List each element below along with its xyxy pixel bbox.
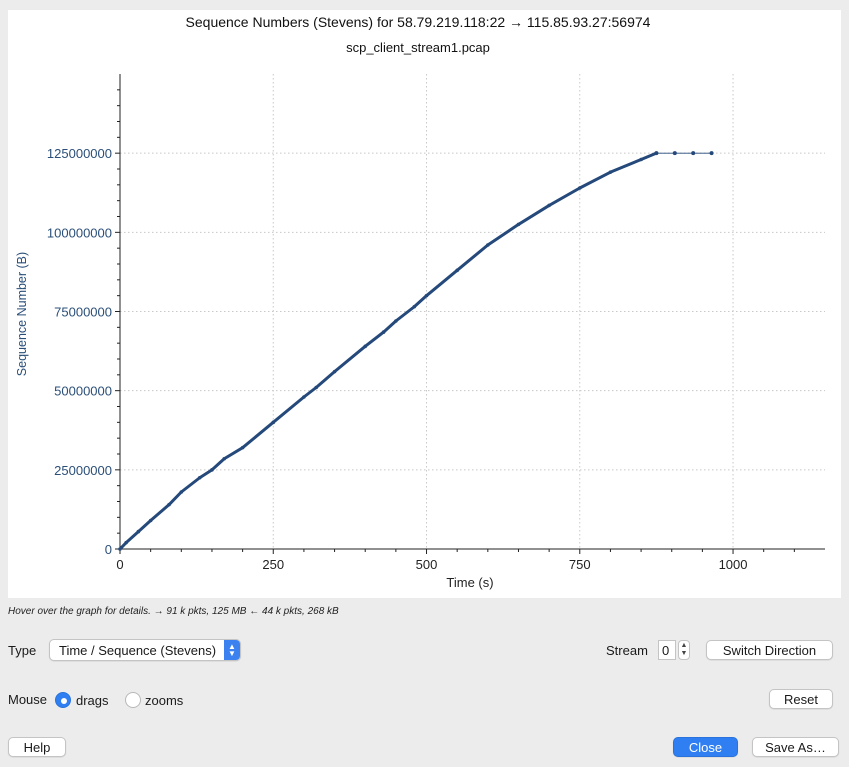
tail-point [691,151,696,156]
data-point [577,186,582,190]
data-point [240,445,245,450]
help-button[interactable]: Help [8,737,66,757]
x-tick-label: 500 [416,557,438,572]
data-point [332,369,337,374]
x-tick-label: 250 [262,557,284,572]
data-point [222,456,227,461]
drags-radio[interactable] [55,692,71,708]
save-as-button[interactable]: Save As… [752,737,839,757]
data-point [394,319,398,323]
data-point [639,157,643,162]
type-select[interactable]: Time / Sequence (Stevens) ▲ ▼ [49,639,241,661]
series-layer [118,151,714,551]
data-point [136,529,141,534]
data-point [363,344,368,349]
data-point [608,170,613,174]
grid [120,74,825,549]
tail-point [672,151,677,156]
data-point [118,547,122,551]
x-tick-label: 750 [569,557,591,572]
data-point [424,293,429,298]
y-axis-label: Sequence Number (B) [15,252,29,376]
reset-button[interactable]: Reset [769,689,833,709]
stream-label: Stream [606,643,648,658]
axes: 0 250 500 750 1000 0 25000000 50000000 75000000 1… [47,74,825,572]
zooms-radio[interactable] [125,692,141,708]
sequence-trace [118,151,657,551]
zooms-label[interactable]: zooms [145,693,184,708]
type-label: Type [8,643,37,658]
drags-label[interactable]: drags [76,693,109,708]
stream-stepper[interactable]: ▲ ▼ [678,640,690,660]
y-tick-label: 75000000 [54,305,112,320]
data-point [167,502,171,507]
data-point [455,268,459,273]
y-tick-label: 125000000 [47,146,112,161]
data-point [516,222,521,227]
data-point [197,475,202,480]
data-point [271,420,276,425]
stepper-down-icon[interactable]: ▼ [680,650,688,657]
data-point [547,203,551,208]
y-tick-label: 100000000 [47,225,112,240]
type-select-value: Time / Sequence (Stevens) [59,642,217,658]
data-point [486,243,490,247]
x-tick-label: 0 [116,557,123,572]
data-point [124,540,128,545]
y-tick-label: 0 [105,542,112,557]
data-point [302,395,306,399]
close-button[interactable]: Close [673,737,738,757]
stream-input[interactable]: 0 [658,640,676,660]
mouse-label: Mouse [8,692,48,707]
stepper-up-icon[interactable]: ▲ [680,642,688,649]
data-point [381,330,386,334]
x-tick-label: 1000 [719,557,748,572]
switch-direction-button[interactable]: Switch Direction [706,640,833,660]
data-point [179,490,184,494]
chart-title: Sequence Numbers (Stevens) for 58.79.219… [186,14,651,30]
chevron-updown-icon: ▲ ▼ [224,640,240,660]
data-point [148,518,153,523]
hover-hint: Hover over the graph for details. → 91 k… [8,606,339,617]
y-tick-label: 50000000 [54,384,112,399]
graph-panel[interactable]: Sequence Numbers (Stevens) for 58.79.219… [8,10,841,598]
sequence-chart[interactable]: Sequence Numbers (Stevens) for 58.79.219… [8,10,841,598]
data-point [412,304,417,309]
tail-point [654,151,659,156]
stream-value: 0 [662,642,670,658]
x-axis-label: Time (s) [446,575,493,590]
tail-point [709,151,714,156]
y-tick-label: 25000000 [54,463,112,478]
chart-subtitle: scp_client_stream1.pcap [346,40,490,55]
data-point [314,385,318,390]
data-point [210,468,214,472]
